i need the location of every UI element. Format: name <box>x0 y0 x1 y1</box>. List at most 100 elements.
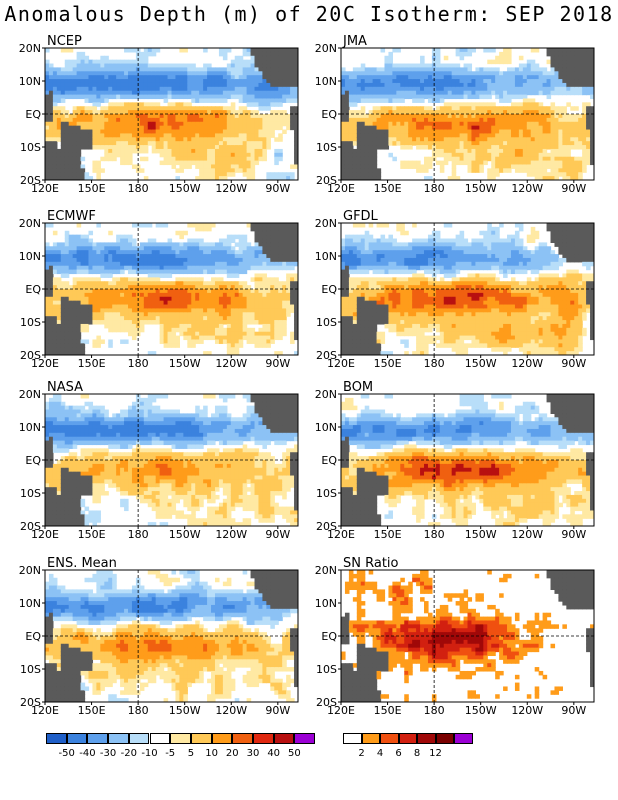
x-tick-label: 90W <box>561 528 586 541</box>
y-tick-label: 20S <box>20 696 41 709</box>
x-tick-label: 120W <box>511 357 543 370</box>
colorbar-swatch <box>343 733 362 744</box>
x-tick-label: 180 <box>128 357 149 370</box>
x-tick-label: 180 <box>424 704 445 717</box>
colorbar-tick-label: -50 <box>58 748 75 759</box>
y-tick-label: 10S <box>316 141 337 154</box>
y-tick-label: 20N <box>315 564 337 577</box>
x-tick-label: 180 <box>424 182 445 195</box>
x-tick-label: 120E <box>327 704 355 717</box>
y-tick-label: 10N <box>315 597 337 610</box>
colorbar-swatch <box>128 733 150 744</box>
colorbar-tick-label: 6 <box>395 748 402 759</box>
y-tick-label: EQ <box>321 630 337 643</box>
y-tick-label: 10N <box>315 250 337 263</box>
x-tick-label: 90W <box>265 357 290 370</box>
x-tick-label: 90W <box>265 182 290 195</box>
x-tick-label: 180 <box>424 528 445 541</box>
panel-label: BOM <box>343 380 373 395</box>
y-tick-label: 20N <box>19 217 41 230</box>
x-tick-label: 150W <box>169 704 201 717</box>
colorbar-tick-label: 2 <box>358 748 365 759</box>
colorbar-tick-label: -30 <box>99 748 117 759</box>
x-tick-label: 120W <box>215 357 247 370</box>
y-tick-label: EQ <box>25 283 41 296</box>
x-tick-label: 90W <box>561 182 586 195</box>
colorbar-swatch <box>398 733 417 744</box>
colorbar-tick-label: 50 <box>288 748 301 759</box>
colorbar-swatch <box>294 733 316 744</box>
x-tick-label: 180 <box>128 528 149 541</box>
colorbar-tick-label: 4 <box>376 748 384 759</box>
colorbar-swatch <box>380 733 399 744</box>
colorbar-swatch <box>454 733 473 744</box>
panel-label: GFDL <box>343 209 379 224</box>
x-tick-label: 150W <box>465 528 497 541</box>
x-tick-label: 120E <box>31 182 59 195</box>
y-tick-label: 20S <box>20 349 41 362</box>
x-tick-label: 90W <box>561 357 586 370</box>
colorbar-swatch <box>253 733 274 744</box>
y-tick-label: 10N <box>19 250 41 263</box>
colorbar-swatch <box>170 733 191 744</box>
x-tick-label: 120E <box>31 704 59 717</box>
x-tick-label: 150E <box>78 182 106 195</box>
colorbar-swatch <box>46 733 67 744</box>
y-tick-label: 10N <box>315 421 337 434</box>
y-tick-label: 20N <box>19 388 41 401</box>
colorbar-swatch <box>417 733 436 744</box>
y-tick-label: 10S <box>20 316 41 329</box>
colorbar-swatch <box>87 733 109 744</box>
colorbar-swatch <box>149 733 171 744</box>
y-tick-label: EQ <box>25 630 41 643</box>
x-tick-label: 150E <box>374 704 402 717</box>
y-tick-label: 20S <box>316 520 337 533</box>
x-tick-label: 120E <box>327 182 355 195</box>
colorbar-swatch <box>435 733 454 744</box>
x-tick-label: 120E <box>327 528 355 541</box>
x-tick-label: 120W <box>215 528 247 541</box>
colorbar-tick-label: -10 <box>141 748 158 759</box>
y-tick-label: 10S <box>316 316 337 329</box>
x-tick-label: 90W <box>265 704 290 717</box>
x-tick-label: 120W <box>215 182 247 195</box>
x-tick-label: 150E <box>78 704 106 717</box>
colorbar-tick-label: 10 <box>205 748 218 759</box>
y-tick-label: 10S <box>20 141 41 154</box>
panel-label: JMA <box>342 34 367 49</box>
y-tick-label: 10N <box>315 75 337 88</box>
panel-label: NASA <box>47 380 83 395</box>
y-tick-label: 10S <box>20 663 41 676</box>
y-tick-label: 20S <box>20 520 41 533</box>
x-tick-label: 150W <box>169 528 201 541</box>
panel-label: NCEP <box>47 34 82 49</box>
x-tick-label: 150W <box>465 182 497 195</box>
colorbar-tick-label: -20 <box>120 748 137 759</box>
x-tick-label: 150E <box>78 357 106 370</box>
colorbar-swatch <box>232 733 253 744</box>
colorbar-tick-label: -40 <box>79 748 96 759</box>
colorbar-swatch <box>361 733 380 744</box>
colorbar-tick-label: 30 <box>246 748 260 759</box>
y-tick-label: 20N <box>315 42 337 55</box>
sn-ratio-colorbar: 2 4 6 8 12 <box>343 733 473 763</box>
y-tick-label: EQ <box>321 454 337 467</box>
anomaly-colorbar: -50 -40 -30 -20 -10 -5 5 10 20 30 40 50 <box>46 733 316 763</box>
colorbar-tick-label: 12 <box>429 748 442 759</box>
x-tick-label: 150W <box>465 357 497 370</box>
y-tick-label: EQ <box>25 108 41 121</box>
panel-label: SN Ratio <box>343 556 399 571</box>
y-tick-label: 20N <box>19 42 41 55</box>
y-tick-label: 10N <box>19 597 41 610</box>
x-tick-label: 120E <box>31 528 59 541</box>
y-tick-label: 20S <box>20 174 41 187</box>
y-tick-label: 10S <box>316 663 337 676</box>
colorbar-swatch <box>66 733 88 744</box>
figure-title: Anomalous Depth (m) of 20C Isotherm: SEP… <box>4 2 614 26</box>
x-tick-label: 120W <box>511 528 543 541</box>
